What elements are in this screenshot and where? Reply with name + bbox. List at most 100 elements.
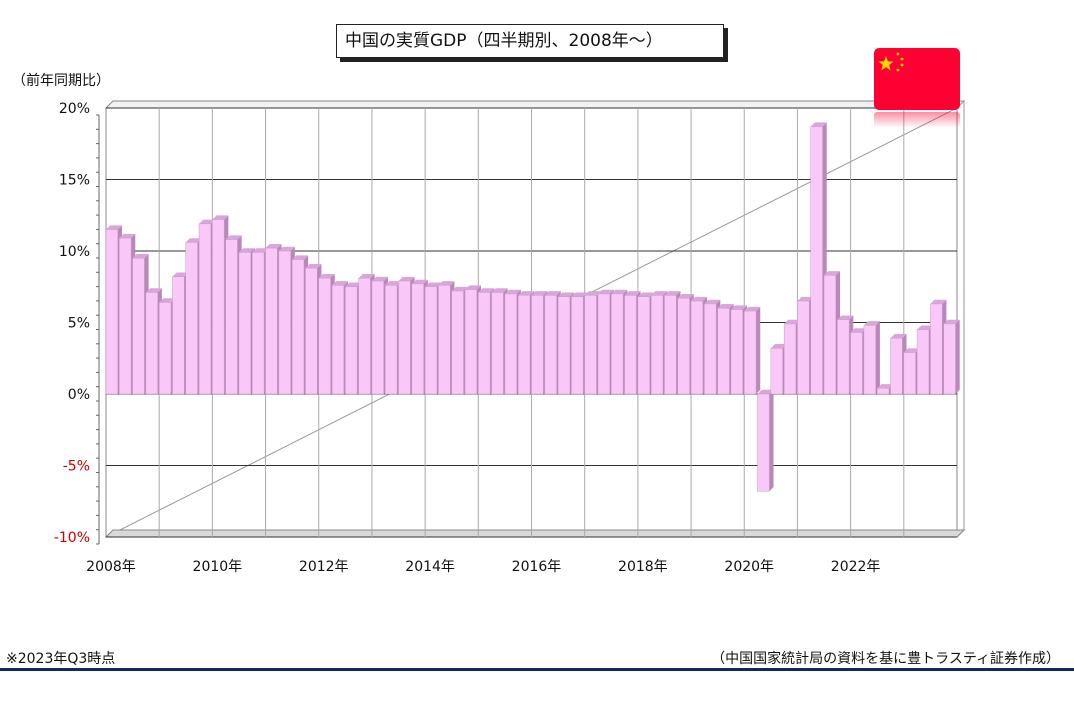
bar-front-face	[664, 295, 677, 395]
bar	[863, 321, 880, 395]
bar-front-face	[398, 280, 411, 395]
y-tick-label: 5%	[68, 316, 90, 332]
bar-side-face	[955, 319, 960, 394]
bar-top-face	[411, 279, 428, 284]
bar-front-face	[531, 295, 544, 395]
bar-top-face	[624, 291, 641, 296]
bar-front-face	[384, 285, 398, 395]
bar-top-face	[531, 291, 548, 296]
bar-top-face	[345, 282, 362, 287]
bar-top-face	[465, 285, 482, 290]
plot-floor	[104, 529, 966, 538]
bar-front-face	[371, 280, 384, 395]
bar-front-face	[876, 388, 890, 395]
bar-top-face	[438, 281, 455, 286]
bar-top-face	[385, 281, 402, 286]
bar-top-face	[238, 248, 255, 253]
bar-top-face	[824, 271, 841, 276]
bar-front-face	[411, 283, 424, 395]
bar-top-face	[744, 306, 761, 312]
bar-front-face	[517, 295, 531, 395]
bar-front-face	[212, 219, 225, 395]
bar-top-face	[810, 122, 827, 127]
bar-top-face	[225, 235, 242, 240]
bar-top-face	[730, 305, 747, 310]
bar-top-face	[265, 243, 282, 249]
bar-front-face	[717, 307, 730, 395]
bar-top-face	[278, 246, 295, 251]
bar-front-face	[252, 252, 265, 395]
bar-front-face	[557, 296, 571, 395]
bar-top-face	[145, 288, 162, 293]
bar-top-face	[943, 319, 960, 324]
bar-front-face	[544, 295, 557, 395]
bar-front-face	[704, 303, 717, 395]
bar-front-face	[132, 257, 145, 395]
bar-front-face	[438, 285, 451, 395]
bar-front-face	[823, 275, 837, 395]
bar-side-face	[769, 389, 774, 492]
x-tick-label: 2016年	[512, 559, 562, 575]
x-tick-label: 2008年	[86, 559, 136, 575]
bar-top-face	[917, 325, 934, 330]
bar-front-face	[198, 223, 212, 395]
bar-top-face	[757, 389, 774, 394]
bar-front-face	[916, 329, 930, 395]
bar-top-face	[398, 276, 415, 282]
bar-front-face	[464, 289, 478, 395]
bar-front-face	[105, 229, 119, 395]
bar-top-face	[597, 289, 614, 294]
bar-front-face	[265, 247, 278, 395]
bar-front-face	[930, 303, 943, 395]
bar-top-face	[890, 334, 907, 339]
bar-top-face	[185, 238, 202, 243]
bar-top-face	[677, 293, 694, 299]
source-credit: （中国国家統計局の資料を基に豊トラスティ証券作成）	[711, 651, 1060, 667]
chart-title: 中国の実質GDP（四半期別、2008年～）	[336, 24, 724, 58]
y-tick-label: 15%	[59, 173, 90, 189]
bar-front-face	[345, 286, 358, 395]
bar-top-face	[797, 296, 814, 302]
china-flag-icon	[874, 48, 960, 128]
bar-top-face	[651, 291, 668, 296]
bar-top-face	[371, 276, 388, 282]
bar-front-face	[358, 277, 371, 395]
bar-series	[105, 122, 960, 492]
bar-front-face	[757, 393, 770, 492]
bar-top-face	[504, 289, 521, 294]
y-tick-label: -5%	[63, 459, 90, 475]
bar-top-face	[451, 286, 468, 292]
bar-front-face	[810, 126, 823, 395]
bar-top-face	[318, 273, 335, 279]
bar-front-face	[650, 295, 664, 395]
x-tick-label: 2010年	[193, 559, 243, 575]
y-tick-label: -10%	[54, 530, 90, 546]
bar-top-face	[478, 288, 495, 293]
bar-front-face	[850, 332, 863, 395]
bar-front-face	[690, 300, 704, 395]
bar-front-face	[597, 293, 611, 395]
bar-top-face	[704, 299, 721, 304]
bar-top-face	[252, 248, 269, 253]
bar-top-face	[837, 315, 854, 320]
bar-top-face	[558, 292, 575, 297]
bar-top-face	[664, 291, 681, 296]
x-tick-label: 2014年	[405, 559, 455, 575]
bar-front-face	[730, 309, 743, 395]
bar-front-face	[478, 292, 491, 395]
bar-front-face	[863, 325, 876, 395]
bar-front-face	[305, 267, 318, 395]
bar-top-face	[305, 263, 322, 269]
bar-top-face	[637, 292, 654, 297]
bar-front-face	[318, 277, 331, 395]
bar-side-face	[756, 306, 761, 394]
bar-top-face	[292, 255, 309, 260]
bar	[744, 306, 761, 395]
bar-top-face	[106, 225, 122, 230]
bar-top-face	[903, 348, 920, 353]
bar-front-face	[185, 242, 198, 395]
bar-front-face	[770, 347, 783, 395]
bar-front-face	[158, 302, 172, 395]
bar-front-face	[903, 352, 916, 395]
